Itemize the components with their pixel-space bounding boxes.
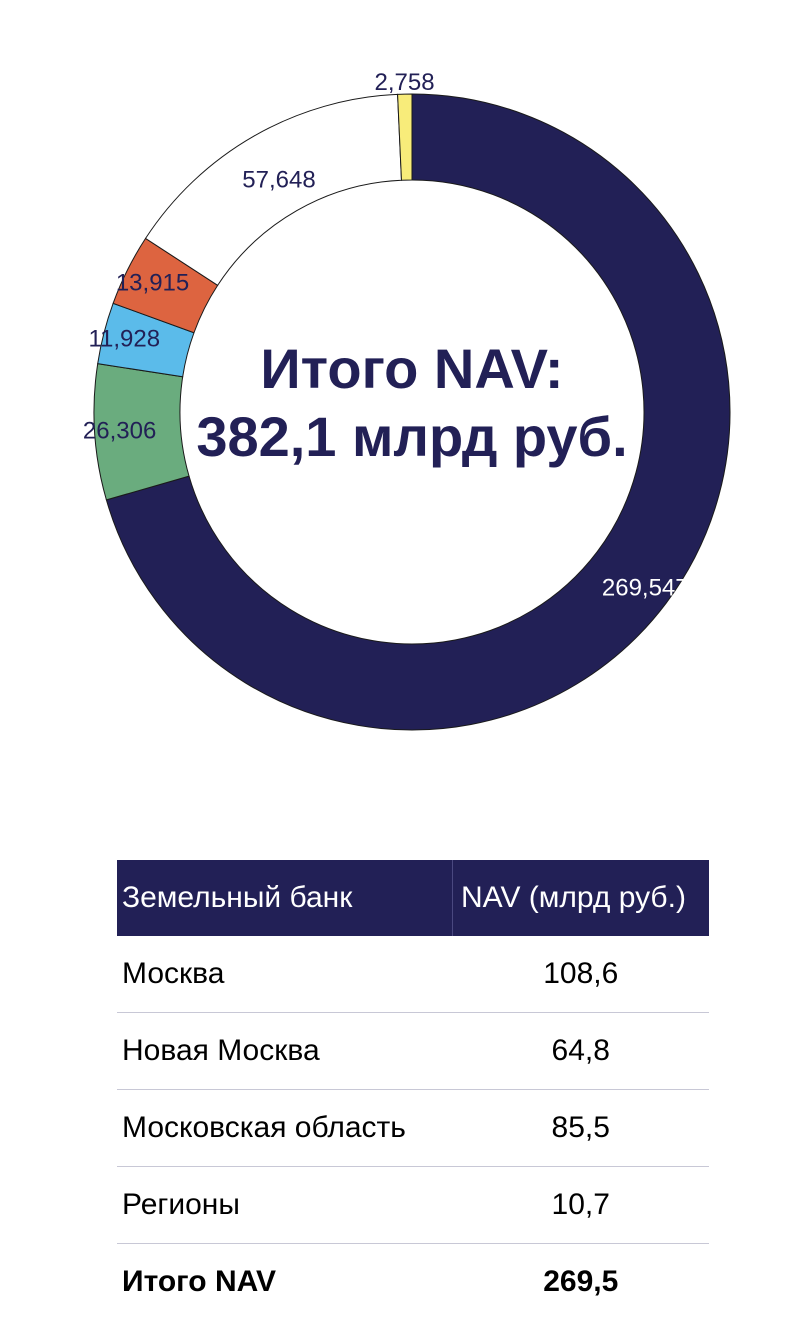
row-value: 108,6 — [452, 936, 709, 1013]
row-value: 64,8 — [452, 1012, 709, 1090]
table-body: Москва 108,6 Новая Москва 64,8 Московска… — [117, 936, 709, 1320]
table-header-row: Земельный банк NAV (млрд руб.) — [117, 860, 709, 936]
center-title-line-1: Итого NAV: — [260, 337, 563, 400]
row-value: 10,7 — [452, 1166, 709, 1244]
donut-slice — [397, 93, 413, 181]
center-title-line-2: 382,1 млрд руб. — [196, 405, 627, 468]
row-name: Московская область — [117, 1089, 453, 1167]
header-nav: NAV (млрд руб.) — [452, 860, 709, 936]
donut-slices — [93, 93, 731, 731]
table-row: Новая Москва 64,8 — [117, 1012, 709, 1090]
total-name: Итого NAV — [122, 1265, 277, 1298]
slice-label: 269,547 — [602, 575, 689, 602]
slice-label: 57,648 — [242, 166, 315, 193]
donut-labels: 269,547 26,306 11,928 13,915 57,648 2,758 — [83, 69, 689, 602]
nav-donut-chart: 269,547 26,306 11,928 13,915 57,648 2,758 Ито… — [83, 69, 731, 731]
row-value: 85,5 — [452, 1089, 709, 1167]
table-row: Москва 108,6 — [117, 936, 709, 1013]
row-name: Москва — [117, 936, 453, 1013]
slice-label: 26,306 — [83, 418, 156, 445]
slice-label: 13,915 — [116, 269, 189, 296]
table-total-row: Итого NAV 269,5 — [117, 1244, 709, 1321]
header-land-bank: Земельный банк — [117, 860, 453, 936]
donut-slice — [105, 93, 731, 731]
slice-label: 2,758 — [374, 69, 434, 96]
row-name: Новая Москва — [117, 1012, 453, 1090]
slice-label: 11,928 — [88, 325, 160, 352]
table-row: Регионы 10,7 — [117, 1166, 709, 1244]
row-name: Регионы — [117, 1166, 453, 1244]
land-bank-nav-table: Земельный банк NAV (млрд руб.) Москва 10… — [117, 860, 709, 1320]
total-value: 269,5 — [543, 1265, 619, 1298]
table-header: Земельный банк NAV (млрд руб.) — [117, 860, 709, 936]
table-row: Московская область 85,5 — [117, 1089, 709, 1167]
